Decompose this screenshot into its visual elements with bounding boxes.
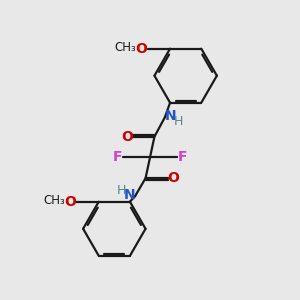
- Text: O: O: [135, 42, 147, 56]
- Text: H: H: [173, 115, 183, 128]
- Text: CH₃: CH₃: [115, 41, 136, 54]
- Text: F: F: [113, 150, 123, 164]
- Text: N: N: [124, 188, 136, 202]
- Text: O: O: [121, 130, 133, 144]
- Text: CH₃: CH₃: [43, 194, 65, 207]
- Text: N: N: [164, 110, 176, 123]
- Text: F: F: [177, 150, 187, 164]
- Text: O: O: [167, 171, 179, 185]
- Text: H: H: [117, 184, 127, 197]
- Text: O: O: [64, 195, 76, 209]
